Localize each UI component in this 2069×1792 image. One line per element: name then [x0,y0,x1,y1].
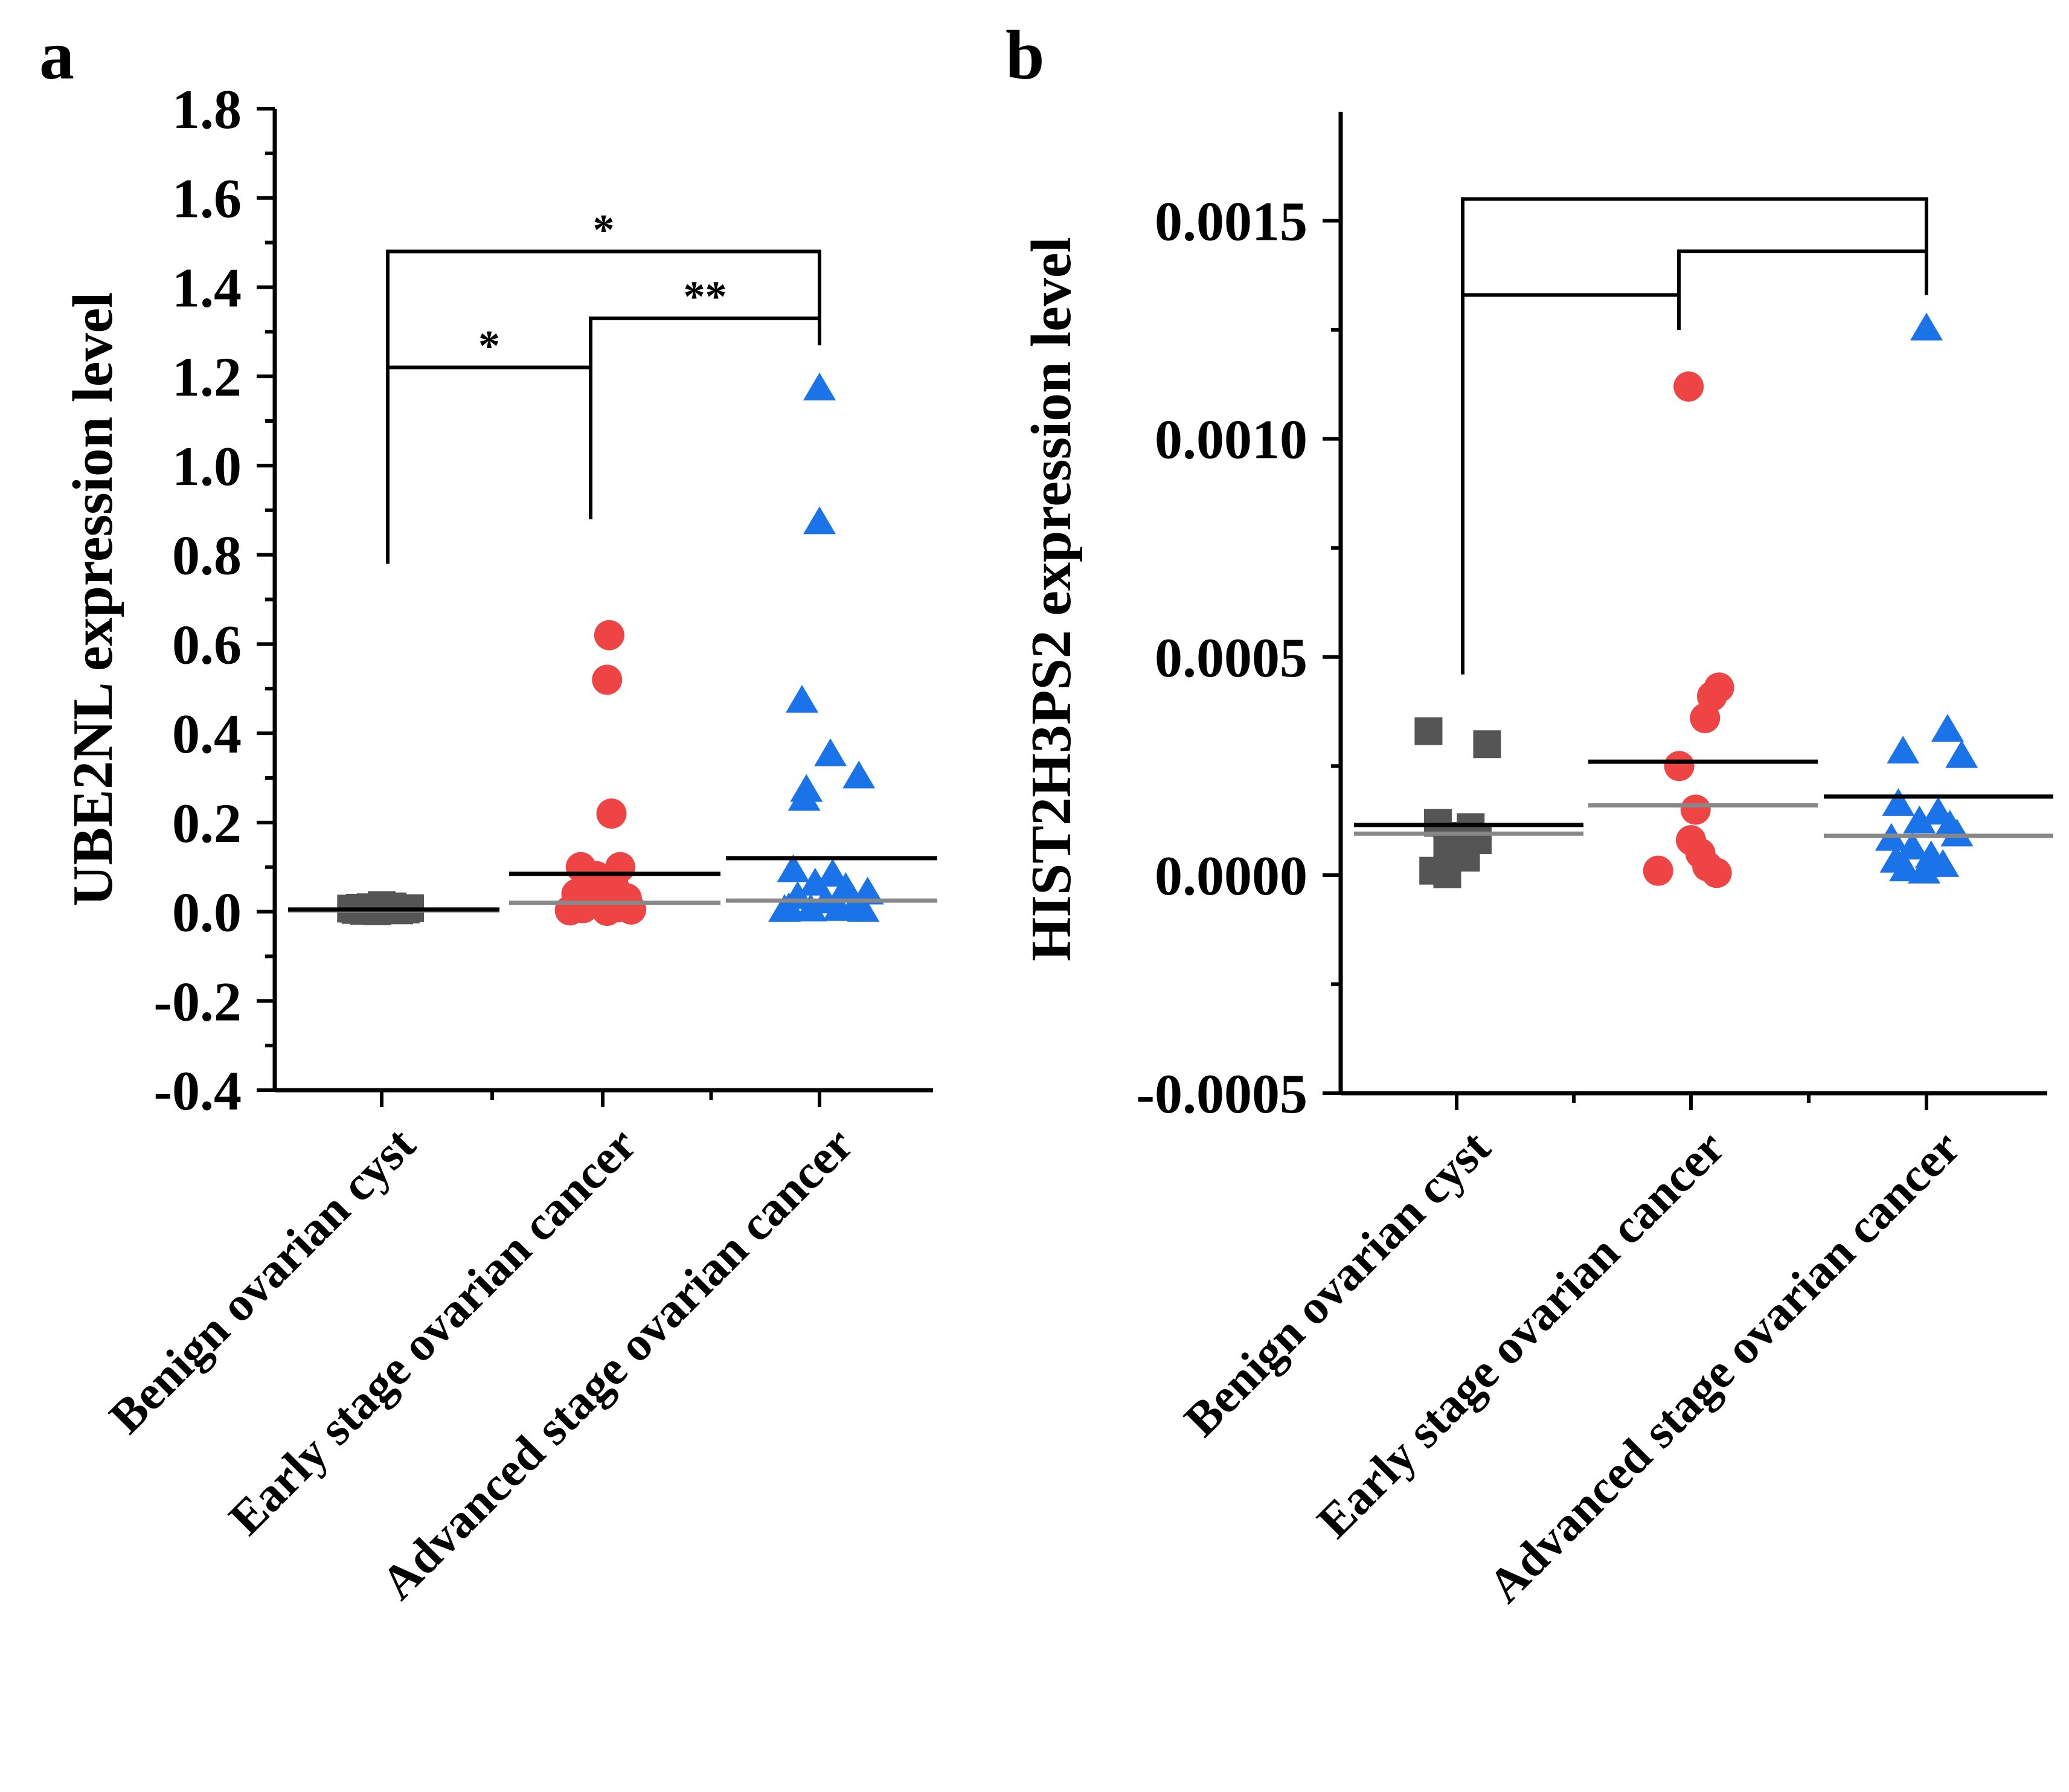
data-point-triangle [768,894,801,922]
data-point-circle [594,620,624,650]
y-axis-label: HIST2H3PS2 expression level [1020,237,1083,961]
y-tick-label: 0.4 [172,703,242,765]
data-point-triangle [798,867,832,896]
data-point-triangle [803,506,836,535]
y-tick-label: 0.2 [172,792,242,854]
y-tick-label: 0.8 [172,525,242,586]
significance-bracket [1677,249,1928,295]
data-point-triangle [1896,832,1929,860]
y-tick-label: -0.2 [153,971,242,1032]
data-point-circle [1680,794,1711,825]
y-tick-label: 1.0 [172,435,242,497]
data-point-square [1433,860,1461,888]
significance-bracket [1461,197,1928,295]
data-point-circle [1690,702,1721,733]
significance-bracket [386,365,592,564]
data-point-triangle [847,894,880,922]
significance-bracket [589,316,821,519]
y-tick-label: 0.0 [172,882,242,943]
panel-b: b -0.0005 0.0000 0.0005 0.0010 0.0015 HIST2H3P… [1006,17,2053,1613]
y-tick-label: 1.6 [172,168,242,230]
significance-bracket [386,249,821,564]
data-point-triangle [1882,788,1915,816]
panel-label: b [1006,17,1045,94]
data-point-triangle [803,372,836,400]
data-point-triangle [851,876,884,905]
data-point-triangle [1887,736,1920,764]
data-point-triangle [1940,818,1974,847]
x-category-label: Advanced stage ovarian cancer [1478,1121,1971,1613]
panel-label: a [39,17,74,94]
data-point-circle [596,798,627,829]
data-point-circle [1664,751,1695,782]
panel-a: a -0.4 -0.2 0.0 0.2 0.4 0.6 0.8 1.0 1.2 1.4 1.6 1.8 U… [39,17,937,1610]
data-point-circle [592,896,623,927]
significance-label: * [478,321,500,370]
data-point-triangle [823,893,856,921]
data-point-circle [592,664,623,695]
data-point-triangle [1926,849,1960,877]
x-category-label: Early stage ovarian cancer [1307,1121,1735,1549]
x-category-label: Early stage ovarian cancer [219,1118,647,1546]
y-tick-label: 0.0005 [1155,627,1307,689]
significance-bracket [1461,293,1681,675]
x-category-label: Advanced stage ovarian cancer [371,1118,864,1610]
significance-label: * [593,205,615,254]
data-point-triangle [1945,740,1978,768]
y-tick-label: 1.8 [172,79,242,140]
y-tick-label: 0.0010 [1155,409,1307,470]
data-point-triangle [777,854,810,882]
data-point-triangle [816,858,849,887]
data-point-circle [1643,855,1673,886]
data-point-square [1473,730,1501,759]
data-point-square [1414,717,1443,745]
data-point-triangle [786,684,819,713]
data-point-triangle [788,783,821,811]
y-tick-label: -0.4 [153,1060,242,1122]
data-point-circle [1701,858,1732,888]
y-tick-label: 0.0000 [1155,845,1307,907]
data-point-triangle [1910,312,1943,341]
y-tick-label: -0.0005 [1136,1063,1307,1125]
y-tick-label: 0.6 [172,614,242,675]
data-point-triangle [794,893,827,922]
data-point-triangle [1908,855,1941,884]
significance-label: ** [684,272,727,321]
data-point-circle [554,895,585,926]
y-tick-label: 0.0015 [1155,191,1307,252]
data-point-triangle [842,760,876,789]
data-point-triangle [814,738,847,766]
y-axis-label: UBE2NL expression level [62,292,124,907]
y-tick-label: 1.2 [172,346,242,408]
data-point-triangle [1903,805,1936,833]
data-point-triangle [1931,714,1964,742]
data-point-circle [1673,371,1704,402]
y-tick-label: 1.4 [172,257,242,318]
